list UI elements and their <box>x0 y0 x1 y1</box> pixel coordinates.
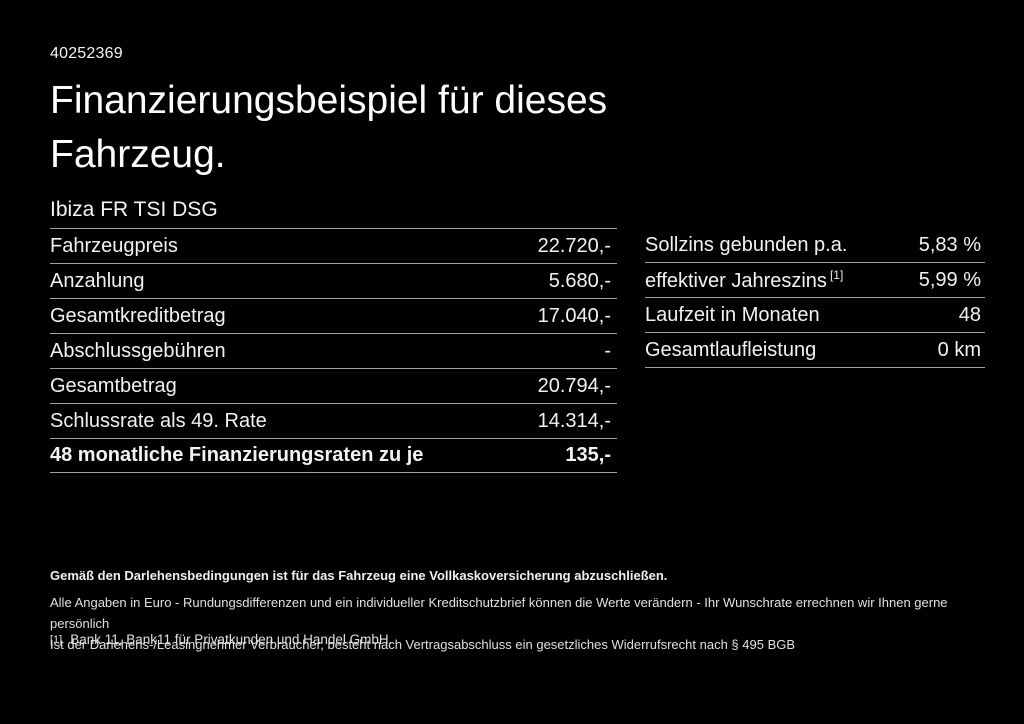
row-label: Laufzeit in Monaten <box>645 303 820 326</box>
row-label: 48 monatliche Finanzierungsraten zu je <box>50 444 424 466</box>
row-value: 0 km <box>937 338 981 361</box>
row-value: 5,99 % <box>918 268 981 291</box>
table-row: effektiver Jahreszins [1] 5,99 % <box>645 263 985 298</box>
row-label: Gesamtkreditbetrag <box>50 304 226 327</box>
table-row: Gesamtlaufleistung 0 km <box>645 333 985 368</box>
row-label: Anzahlung <box>50 269 145 292</box>
page-title: Finanzierungsbeispiel für dieses Fahrzeu… <box>50 79 608 176</box>
row-value: 14.314,- <box>537 409 611 432</box>
table-row: Gesamtkreditbetrag 17.040,- <box>50 298 617 333</box>
disclaimer-line-2: Ist der Darlehens-/Leasingnehmer Verbrau… <box>50 637 796 652</box>
table-row: Sollzins gebunden p.a. 5,83 % <box>645 228 985 263</box>
disclaimer-line-1: Alle Angaben in Euro - Rundungsdifferenz… <box>50 595 948 631</box>
table-row-monthly-rate: 48 monatliche Finanzierungsraten zu je 1… <box>50 438 617 473</box>
row-label: Abschlussgebühren <box>50 339 226 362</box>
footer: Gemäß den Darlehensbedingungen ist für d… <box>50 568 980 655</box>
row-label: Sollzins gebunden p.a. <box>645 233 848 256</box>
row-label: Schlussrate als 49. Rate <box>50 409 267 432</box>
footnote-superscript: [1] <box>829 267 844 282</box>
footnote-marker: [1] <box>50 634 63 646</box>
vehicle-ref-number: 40252369 <box>50 45 123 62</box>
table-row: Abschlussgebühren - <box>50 333 617 368</box>
row-value: 17.040,- <box>537 304 611 327</box>
table-row: Laufzeit in Monaten 48 <box>645 298 985 333</box>
row-label: Gesamtbetrag <box>50 374 177 397</box>
conditions-table: Sollzins gebunden p.a. 5,83 % effektiver… <box>645 228 985 368</box>
row-value: 48 <box>958 303 981 326</box>
row-value: 22.720,- <box>537 234 611 257</box>
table-row: Anzahlung 5.680,- <box>50 263 617 298</box>
row-value: - <box>604 339 611 362</box>
row-value: 5.680,- <box>548 269 611 292</box>
row-label: effektiver Jahreszins [1] <box>645 267 844 292</box>
table-row: Gesamtbetrag 20.794,- <box>50 368 617 403</box>
table-row: Schlussrate als 49. Rate 14.314,- <box>50 403 617 438</box>
row-label: Gesamtlaufleistung <box>645 338 817 361</box>
row-value: 20.794,- <box>537 374 611 397</box>
finance-table: Fahrzeugpreis 22.720,- Anzahlung 5.680,-… <box>50 228 617 473</box>
row-value: 5,83 % <box>918 233 981 256</box>
footnote: [1] Bank 11, Bank11 für Privatkunden und … <box>50 632 392 647</box>
row-value: 135,- <box>565 444 611 466</box>
vehicle-model-subtitle: Ibiza FR TSI DSG <box>50 198 218 221</box>
insurance-note: Gemäß den Darlehensbedingungen ist für d… <box>50 568 668 583</box>
row-label: Fahrzeugpreis <box>50 234 178 257</box>
footnote-text: Bank 11, Bank11 für Privatkunden und Han… <box>70 632 393 647</box>
table-row: Fahrzeugpreis 22.720,- <box>50 228 617 263</box>
